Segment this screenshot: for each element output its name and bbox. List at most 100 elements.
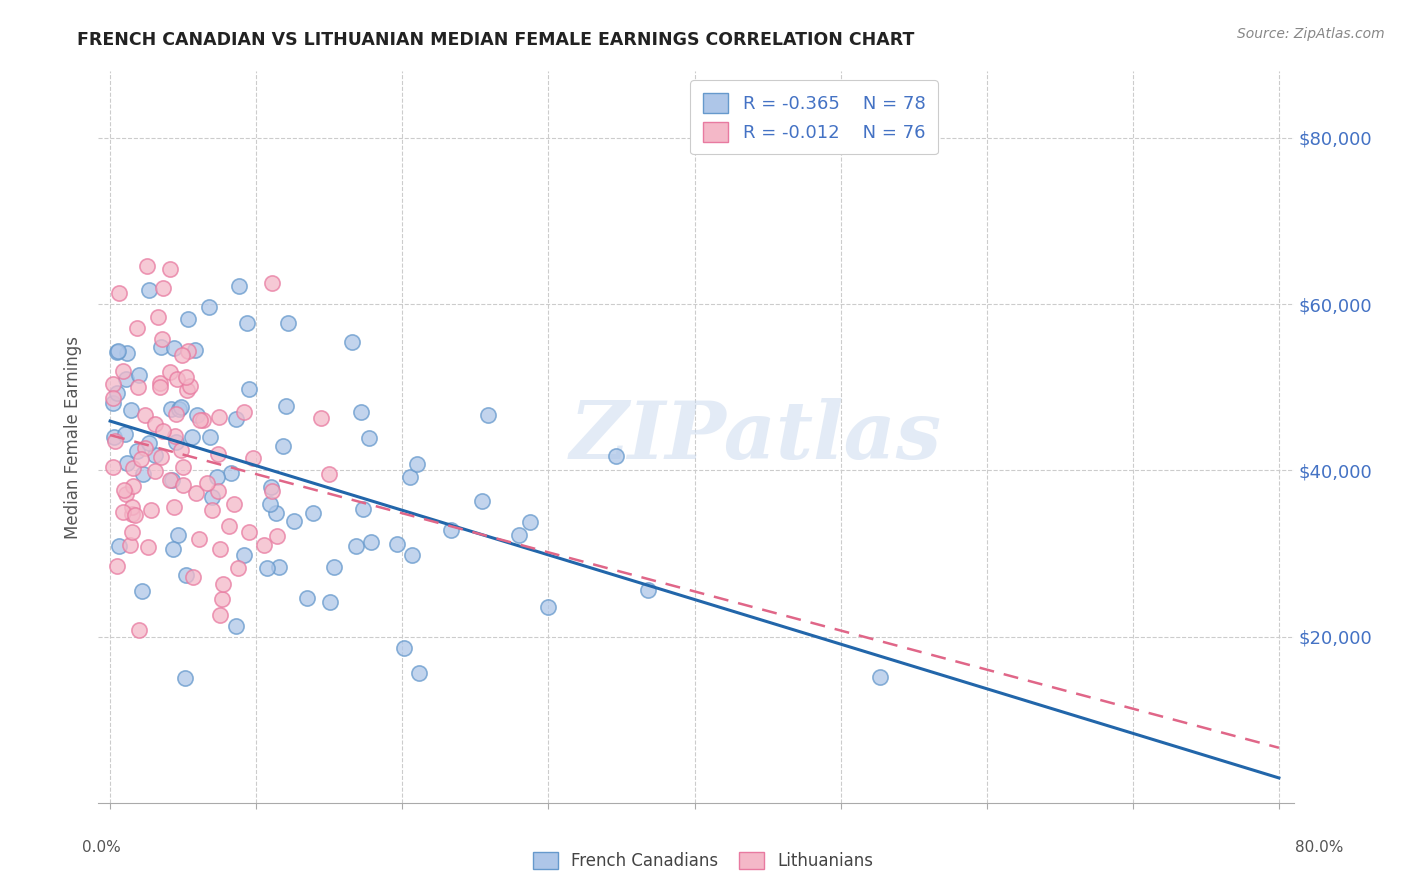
Point bbox=[605, 449, 627, 463]
Point bbox=[262, 276, 284, 290]
Point bbox=[152, 424, 174, 438]
Point bbox=[401, 548, 423, 562]
Point bbox=[101, 395, 124, 409]
Point bbox=[201, 503, 224, 517]
Point bbox=[149, 450, 172, 464]
Legend: R = -0.365    N = 78, R = -0.012    N = 76: R = -0.365 N = 78, R = -0.012 N = 76 bbox=[690, 80, 938, 154]
Point bbox=[319, 595, 342, 609]
Point bbox=[131, 467, 153, 481]
Point bbox=[107, 344, 129, 359]
Point bbox=[283, 514, 305, 528]
Point bbox=[208, 409, 231, 424]
Point bbox=[198, 430, 221, 444]
Point bbox=[121, 524, 143, 539]
Point bbox=[271, 439, 294, 453]
Point bbox=[360, 535, 382, 549]
Point bbox=[105, 385, 128, 400]
Point bbox=[207, 447, 229, 461]
Point bbox=[188, 413, 211, 427]
Point bbox=[238, 382, 260, 396]
Point bbox=[139, 503, 162, 517]
Y-axis label: Median Female Earnings: Median Female Earnings bbox=[65, 335, 83, 539]
Point bbox=[195, 475, 218, 490]
Point bbox=[127, 320, 149, 334]
Point bbox=[357, 431, 380, 445]
Text: 0.0%: 0.0% bbox=[82, 840, 121, 855]
Point bbox=[176, 383, 198, 397]
Point bbox=[238, 524, 260, 539]
Point bbox=[149, 376, 172, 390]
Point bbox=[256, 561, 278, 575]
Point bbox=[225, 619, 247, 633]
Point bbox=[174, 369, 197, 384]
Point bbox=[134, 441, 156, 455]
Point bbox=[471, 494, 494, 508]
Point bbox=[350, 405, 373, 419]
Point bbox=[173, 672, 195, 686]
Point bbox=[187, 532, 209, 546]
Point bbox=[637, 582, 659, 597]
Point bbox=[115, 486, 138, 500]
Point bbox=[124, 508, 146, 523]
Point bbox=[131, 583, 153, 598]
Point bbox=[276, 399, 298, 413]
Point bbox=[211, 592, 233, 607]
Legend: French Canadians, Lithuanians: French Canadians, Lithuanians bbox=[526, 845, 880, 877]
Point bbox=[170, 443, 193, 458]
Point bbox=[125, 443, 148, 458]
Point bbox=[143, 417, 166, 431]
Point bbox=[207, 483, 229, 498]
Point bbox=[385, 537, 408, 551]
Text: FRENCH CANADIAN VS LITHUANIAN MEDIAN FEMALE EARNINGS CORRELATION CHART: FRENCH CANADIAN VS LITHUANIAN MEDIAN FEM… bbox=[77, 31, 915, 49]
Text: 80.0%: 80.0% bbox=[1295, 840, 1343, 855]
Point bbox=[138, 436, 160, 450]
Point bbox=[114, 483, 136, 498]
Point bbox=[114, 426, 136, 441]
Point bbox=[276, 316, 298, 330]
Point bbox=[242, 450, 264, 465]
Point bbox=[115, 371, 138, 385]
Point bbox=[172, 348, 194, 362]
Point bbox=[176, 311, 198, 326]
Point bbox=[477, 408, 499, 422]
Point bbox=[869, 670, 891, 684]
Point bbox=[166, 372, 188, 386]
Point bbox=[101, 459, 124, 474]
Point bbox=[197, 300, 219, 314]
Point bbox=[107, 539, 129, 553]
Point bbox=[352, 502, 374, 516]
Point bbox=[177, 344, 200, 359]
Point bbox=[191, 412, 214, 426]
Point bbox=[122, 479, 145, 493]
Point bbox=[172, 459, 194, 474]
Point bbox=[146, 310, 169, 325]
Point bbox=[122, 461, 145, 475]
Point bbox=[225, 412, 247, 426]
Point bbox=[127, 380, 149, 394]
Point bbox=[129, 451, 152, 466]
Point bbox=[166, 528, 188, 542]
Point bbox=[266, 506, 288, 520]
Point bbox=[150, 332, 173, 346]
Point bbox=[138, 540, 160, 554]
Text: Source: ZipAtlas.com: Source: ZipAtlas.com bbox=[1237, 27, 1385, 41]
Point bbox=[105, 345, 128, 359]
Point bbox=[135, 259, 157, 273]
Point bbox=[143, 449, 166, 463]
Point bbox=[408, 665, 430, 680]
Point bbox=[163, 429, 186, 443]
Point bbox=[108, 286, 131, 301]
Point bbox=[399, 470, 422, 484]
Point bbox=[138, 283, 160, 297]
Point bbox=[128, 623, 150, 637]
Point bbox=[208, 608, 231, 623]
Point bbox=[342, 334, 364, 349]
Point bbox=[169, 401, 191, 415]
Point bbox=[211, 577, 233, 591]
Point bbox=[186, 408, 208, 422]
Point bbox=[218, 519, 240, 533]
Point bbox=[253, 538, 276, 552]
Point bbox=[181, 430, 204, 444]
Point bbox=[101, 391, 124, 405]
Point bbox=[121, 500, 143, 514]
